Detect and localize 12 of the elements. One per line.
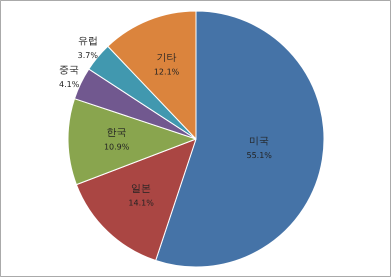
slice-label: 한국 [106,128,127,139]
data-label: 12.1% [154,67,180,76]
data-label: 10.9% [104,142,130,152]
slice-label: 유럽 [78,36,98,47]
data-label: 3.7% [78,50,98,60]
data-label: 14.1% [128,198,154,208]
slice-label: 일본 [131,183,152,194]
slice-label: 기타 [156,52,177,64]
slice-label: 미국 [249,136,270,148]
data-label: 4.1% [59,80,80,89]
data-label: 55.1% [246,151,272,160]
slice-label: 중국 [59,64,80,76]
